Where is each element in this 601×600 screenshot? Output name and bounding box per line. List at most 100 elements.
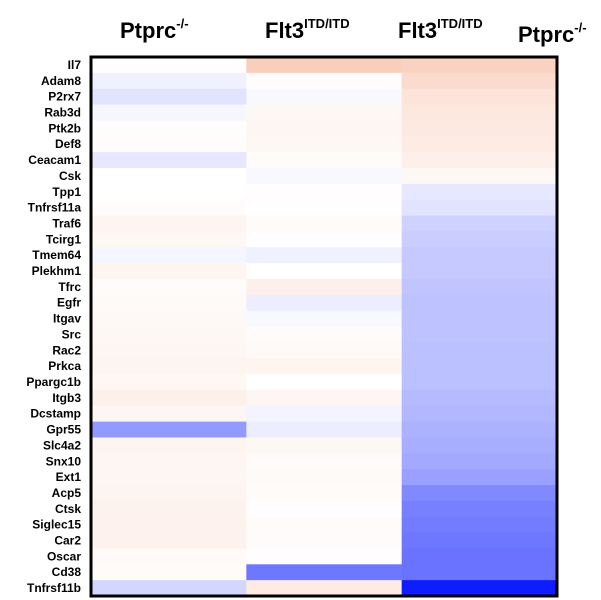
heatmap-cell-car2-col2 (246, 532, 403, 549)
heatmap-cell-tpp1-col3 (401, 183, 558, 201)
heatmap-cell-itgav-col2 (246, 310, 403, 327)
heatmap-cell-tpp1-col1 (91, 183, 247, 201)
row-label-tnfrsf11b: Tnfrsf11b (27, 581, 81, 595)
heatmap-cell-rab3d-col2 (246, 104, 403, 121)
heatmap-cell-car2-col1 (91, 532, 247, 549)
heatmap-cell-p2rx7-col3 (401, 88, 558, 106)
heatmap-cell-csk-col3 (401, 167, 558, 185)
heatmap-cell-dcstamp-col1 (91, 405, 247, 423)
heatmap-cell-tmem64-col1 (91, 247, 247, 264)
heatmap-cell-gpr55-col1 (91, 421, 247, 438)
heatmap-cell-tnfrsf11a-col2 (246, 199, 403, 217)
heatmap-cell-egfr-col1 (91, 294, 247, 312)
row-label-ptk2b: Ptk2b (48, 121, 81, 135)
heatmap-cell-egfr-col2 (246, 294, 403, 312)
column-title-1: Ptprc-/- (120, 16, 189, 43)
heatmap-cell-gpr55-col3 (401, 421, 558, 438)
heatmap-cell-tcirg1-col2 (246, 231, 403, 248)
row-label-acp5: Acp5 (52, 486, 82, 500)
heatmap-cell-tnfrsf11a-col1 (91, 199, 247, 217)
heatmap-cell-itgb3-col1 (91, 389, 247, 407)
column-title-3a: Flt3ITD/ITD (398, 16, 483, 43)
heatmap-cell-slc4a2-col3 (401, 437, 558, 454)
row-label-il7: Il7 (68, 58, 82, 72)
heatmap-cell-snx10-col3 (401, 453, 558, 470)
heatmap-cell-plekhm1-col2 (246, 263, 403, 280)
heatmap-cell-gpr55-col2 (246, 421, 403, 438)
heatmap-cell-siglec15-col3 (401, 516, 558, 534)
row-label-car2: Car2 (54, 534, 81, 548)
heatmap-cell-ctsk-col1 (91, 500, 247, 518)
heatmap-cell-p2rx7-col2 (246, 88, 403, 106)
heatmap-cell-tcirg1-col1 (91, 231, 247, 248)
row-label-cd38: Cd38 (52, 565, 82, 579)
heatmap-cell-traf6-col3 (401, 215, 558, 232)
row-label-egfr: Egfr (57, 296, 81, 310)
row-label-slc4a2: Slc4a2 (43, 438, 81, 452)
heatmap-cell-tfrc-col2 (246, 278, 403, 296)
heatmap-cell-oscar-col1 (91, 548, 247, 565)
column-title-2: Flt3ITD/ITD (265, 16, 350, 43)
heatmap-cell-adam8-col1 (91, 72, 247, 90)
heatmap-cell-src-col2 (246, 326, 403, 343)
heatmap-cell-acp5-col1 (91, 485, 247, 502)
heatmap-cell-ptk2b-col2 (246, 120, 403, 137)
row-label-def8: Def8 (55, 137, 81, 151)
heatmap-cell-tmem64-col3 (401, 247, 558, 264)
heatmap-cell-dcstamp-col3 (401, 405, 558, 423)
heatmap-cell-ceacam1-col1 (91, 152, 247, 169)
heatmap-cell-il7-col1 (91, 57, 247, 74)
heatmap-cell-tpp1-col2 (246, 183, 403, 201)
row-label-plekhm1: Plekhm1 (32, 264, 82, 278)
heatmap-cell-tnfrsf11b-col3 (401, 580, 558, 597)
heatmap-cell-ptk2b-col3 (401, 120, 558, 137)
heatmap-cell-siglec15-col2 (246, 516, 403, 534)
heatmap-cell-rac2-col3 (401, 342, 558, 359)
row-label-tfrc: Tfrc (58, 280, 81, 294)
heatmap-cell-slc4a2-col1 (91, 437, 247, 454)
heatmap-cell-ppargc1b-col1 (91, 374, 247, 391)
heatmap-cell-ptk2b-col1 (91, 120, 247, 137)
heatmap-cell-def8-col3 (401, 136, 558, 153)
heatmap-cell-rac2-col2 (246, 342, 403, 359)
heatmap-cell-car2-col3 (401, 532, 558, 549)
heatmap-cell-p2rx7-col1 (91, 88, 247, 106)
row-label-itgav: Itgav (53, 312, 81, 326)
heatmap-cell-rab3d-col1 (91, 104, 247, 121)
heatmap-cell-oscar-col2 (246, 548, 403, 565)
row-label-tcirg1: Tcirg1 (46, 232, 81, 246)
heatmap-cell-plekhm1-col1 (91, 263, 247, 280)
row-label-dcstamp: Dcstamp (30, 407, 81, 421)
column-title-3b: Ptprc-/- (518, 20, 587, 47)
heatmap-cell-tcirg1-col3 (401, 231, 558, 248)
heatmap-cell-il7-col2 (246, 57, 403, 74)
heatmap-cell-ceacam1-col2 (246, 152, 403, 169)
row-label-snx10: Snx10 (46, 454, 82, 468)
heatmap-cell-tnfrsf11b-col1 (91, 580, 247, 597)
heatmap-cell-itgb3-col3 (401, 389, 558, 407)
heatmap-cell-ext1-col3 (401, 469, 558, 486)
heatmap-cell-acp5-col2 (246, 485, 403, 502)
heatmap-cell-adam8-col2 (246, 72, 403, 90)
row-label-siglec15: Siglec15 (32, 518, 81, 532)
heatmap-cell-itgav-col1 (91, 310, 247, 327)
heatmap-cell-ppargc1b-col3 (401, 374, 558, 391)
row-label-itgb3: Itgb3 (52, 391, 81, 405)
heatmap-cell-oscar-col3 (401, 548, 558, 565)
heatmap-cell-egfr-col3 (401, 294, 558, 312)
row-label-tpp1: Tpp1 (52, 185, 81, 199)
row-label-csk: Csk (59, 169, 81, 183)
heatmap-cell-ext1-col2 (246, 469, 403, 486)
heatmap-cell-tnfrsf11b-col2 (246, 580, 403, 597)
column-titles: Ptprc-/- Flt3ITD/ITD Flt3ITD/ITD Ptprc-/… (120, 16, 587, 47)
heatmap-cell-tfrc-col1 (91, 278, 247, 296)
row-label-ext1: Ext1 (56, 470, 82, 484)
row-label-ctsk: Ctsk (55, 502, 81, 516)
row-label-rab3d: Rab3d (44, 105, 81, 119)
heatmap-cell-traf6-col2 (246, 215, 403, 232)
heatmap-cell-siglec15-col1 (91, 516, 247, 534)
heatmap-cell-tnfrsf11a-col3 (401, 199, 558, 217)
heatmap-cell-snx10-col1 (91, 453, 247, 470)
heatmap-cell-dcstamp-col2 (246, 405, 403, 423)
